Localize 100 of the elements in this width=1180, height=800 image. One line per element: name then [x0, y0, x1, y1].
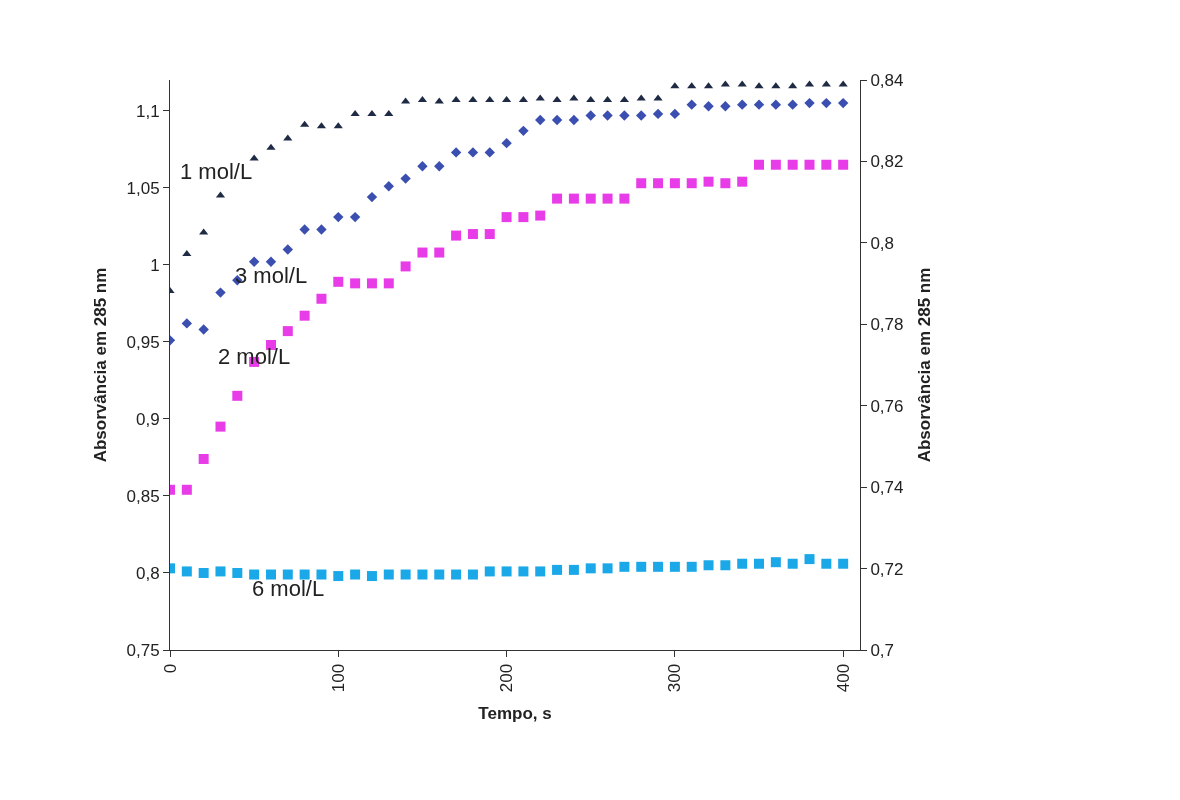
y-axis-title: Absorvância em 285 nm — [91, 267, 111, 463]
point — [485, 96, 495, 103]
point — [484, 147, 495, 158]
point — [232, 390, 243, 401]
y2-tick-label: 0,76 — [870, 396, 904, 416]
point — [400, 173, 411, 184]
point — [754, 159, 765, 170]
point — [384, 109, 394, 116]
y2-tick-label: 0,7 — [870, 640, 895, 660]
point — [636, 178, 647, 189]
x-tick-label: 0 — [160, 663, 180, 674]
x-tick-label: 200 — [497, 663, 517, 693]
point — [754, 558, 765, 569]
point — [653, 178, 664, 189]
point — [366, 191, 378, 203]
point — [265, 256, 277, 267]
point — [434, 247, 445, 258]
point — [787, 99, 798, 110]
y-tick-label: 0,85 — [126, 486, 160, 506]
point — [602, 563, 613, 574]
point — [551, 114, 563, 126]
point — [669, 108, 681, 120]
y-tick-label: 0,95 — [126, 332, 160, 352]
point — [720, 178, 731, 189]
x-axis-title: Tempo, s — [478, 703, 552, 723]
point — [182, 250, 192, 257]
point — [838, 80, 848, 87]
point — [770, 99, 782, 110]
point — [804, 554, 815, 565]
point — [198, 453, 209, 464]
annotation: 2 mol/L — [218, 344, 291, 369]
point — [299, 224, 310, 235]
point — [266, 143, 276, 150]
y2-tick-label: 0,82 — [870, 152, 904, 172]
point — [636, 110, 647, 121]
point — [501, 566, 512, 577]
point — [552, 564, 563, 575]
point — [467, 147, 479, 158]
y-tick-label: 0,9 — [135, 409, 160, 429]
point — [417, 161, 428, 172]
point — [687, 82, 697, 89]
point — [367, 109, 377, 116]
point — [518, 566, 529, 577]
point — [333, 211, 344, 223]
point — [451, 230, 462, 241]
point — [821, 97, 832, 109]
point — [468, 96, 478, 103]
point — [484, 229, 495, 240]
point — [720, 560, 731, 571]
x-tick-label: 300 — [665, 663, 685, 693]
x-tick-label: 100 — [328, 663, 348, 693]
point — [467, 569, 478, 580]
point — [383, 181, 394, 192]
x-tick-label: 400 — [833, 663, 853, 693]
point — [686, 178, 697, 189]
point — [619, 561, 630, 572]
point — [282, 569, 293, 580]
point — [316, 224, 327, 235]
y-tick-label: 1 — [150, 255, 160, 275]
annotation: 3 mol/L — [235, 263, 308, 288]
point — [753, 99, 765, 110]
point — [770, 557, 781, 568]
point — [434, 161, 445, 172]
point — [602, 193, 613, 204]
point — [199, 228, 209, 235]
point — [737, 99, 748, 110]
point — [703, 100, 714, 112]
point — [501, 212, 512, 223]
point — [383, 278, 394, 289]
point — [198, 567, 209, 578]
annotation: 1 mol/L — [180, 159, 253, 184]
point — [350, 569, 361, 580]
point — [652, 108, 664, 120]
point — [669, 561, 680, 572]
point — [215, 421, 226, 432]
y2-tick-label: 0,74 — [870, 478, 904, 498]
point — [703, 560, 714, 571]
point — [501, 137, 512, 149]
point — [821, 159, 832, 170]
point — [400, 569, 411, 580]
point — [535, 114, 546, 126]
point — [299, 310, 310, 321]
point — [838, 558, 849, 569]
point — [383, 569, 394, 580]
y2-tick-label: 0,8 — [870, 233, 895, 253]
point — [653, 561, 664, 572]
point — [198, 324, 209, 335]
point — [770, 159, 781, 170]
y-tick-label: 0,75 — [126, 640, 160, 660]
point — [787, 159, 798, 170]
y-tick-label: 1,05 — [126, 178, 160, 198]
point — [400, 261, 411, 272]
point — [350, 278, 361, 289]
point — [450, 147, 462, 158]
point — [636, 561, 647, 572]
point — [181, 318, 193, 329]
point — [585, 563, 596, 574]
point — [737, 80, 747, 87]
y2-axis-title: Absorvância em 285 nm — [914, 267, 934, 463]
point — [720, 80, 730, 87]
